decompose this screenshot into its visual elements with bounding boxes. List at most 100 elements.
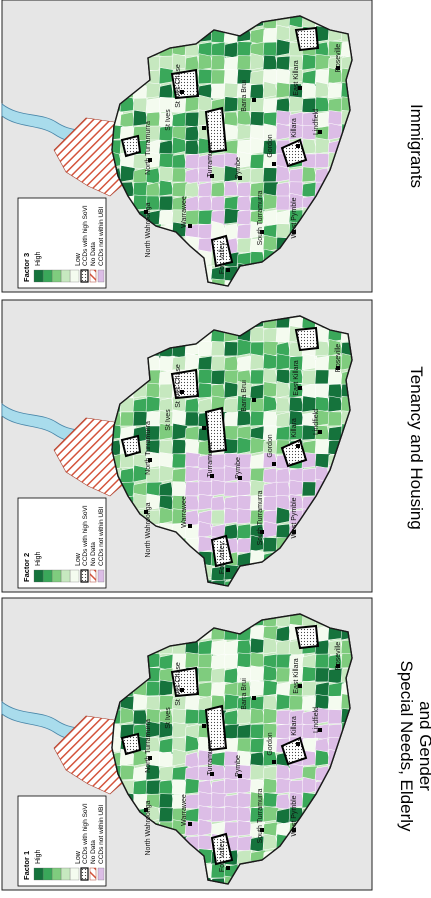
- place-label: East Killara: [293, 360, 300, 396]
- ccd-polygon: [301, 680, 318, 697]
- place-label: St Ives Chase: [175, 662, 182, 706]
- legend: Factor 2 Low High CCDs with high SoVI No Dat…: [17, 497, 107, 589]
- ccd-polygon: [210, 278, 227, 286]
- legend-low-label: Low: [75, 252, 82, 266]
- ccd-polygon: [145, 425, 162, 441]
- legend-title: Factor 3: [22, 253, 31, 282]
- place-label: West Pymble: [291, 497, 298, 538]
- legend-swatch: [42, 569, 53, 583]
- place-marker-icon: [238, 176, 242, 180]
- legend-high-label: High: [35, 849, 42, 864]
- legend-high-label: High: [35, 551, 42, 566]
- ccd-polygon: [314, 438, 331, 455]
- place-marker-icon: [292, 230, 296, 234]
- panel-title-tenancy-and-housing: Tenancy and Housing: [407, 366, 426, 530]
- ccd-polygon: [223, 180, 240, 197]
- ccd-polygon: [197, 765, 214, 782]
- place-label: West Pymble: [291, 197, 298, 238]
- ccd-polygon: [236, 708, 253, 725]
- place-marker-icon: [252, 98, 256, 102]
- place-label: Turramurra: [207, 443, 214, 478]
- ccd-polygon: [158, 779, 175, 796]
- place-label: South Turramurra: [257, 190, 264, 245]
- ccd-polygon: [249, 111, 266, 127]
- ccd-polygon: [158, 793, 175, 809]
- ccd-polygon: [301, 111, 318, 128]
- panel-title-immigrants: Immigrants: [407, 104, 426, 188]
- ccd-polygon: [223, 667, 240, 685]
- ccd-polygon: [236, 777, 253, 795]
- ccd-polygon: [262, 679, 279, 697]
- ccd-polygon: [236, 523, 253, 540]
- ccd-polygon: [275, 353, 292, 371]
- ccd-polygon: [314, 653, 331, 669]
- ccd-polygon: [119, 707, 136, 725]
- ccd-polygon: [262, 707, 279, 725]
- ccd-polygon: [184, 778, 201, 795]
- place-marker-icon: [298, 386, 302, 390]
- place-label: West Pymble: [291, 795, 298, 836]
- place-label: Roseville: [335, 642, 342, 671]
- place-marker-icon: [252, 398, 256, 402]
- place-label: Roseville: [335, 44, 342, 73]
- high-sovi-ccd: [210, 234, 234, 268]
- place-label: East Killara: [293, 60, 300, 96]
- ccd-polygon: [275, 68, 292, 85]
- ccd-polygon: [223, 68, 240, 85]
- place-marker-icon: [188, 524, 192, 528]
- place-label: Gordon: [267, 134, 274, 157]
- place-label: Roseville: [335, 344, 342, 373]
- place-label: St Ives Chase: [175, 64, 182, 108]
- ccd-polygon: [275, 97, 292, 114]
- legend-outside-ubi-label: CCDs not within UBI: [98, 507, 105, 566]
- ccd-polygon: [249, 195, 266, 212]
- ccd-polygon: [197, 53, 214, 71]
- ccd-polygon: [145, 779, 162, 795]
- ccd-polygon: [223, 411, 240, 428]
- place-label: East Killara: [293, 658, 300, 694]
- ccd-polygon: [197, 834, 214, 851]
- ccd-polygon: [236, 480, 253, 497]
- legend-swatch: [42, 867, 53, 881]
- ccd-polygon: [171, 439, 188, 455]
- place-label: Fox Valley: [219, 241, 226, 274]
- ccd-polygon: [249, 83, 266, 100]
- ccd-polygon: [249, 723, 266, 739]
- legend-outside-ubi-label: CCDs not within UBI: [98, 805, 105, 864]
- ccd-polygon: [184, 652, 201, 669]
- ccd-polygon: [314, 137, 331, 155]
- ccd-polygon: [262, 665, 279, 683]
- place-marker-icon: [148, 458, 152, 462]
- place-label: South Turramurra: [257, 788, 264, 843]
- ccd-polygon: [132, 181, 149, 197]
- ccd-polygon: [210, 54, 227, 71]
- hatch-pattern-icon: [89, 867, 97, 881]
- place-marker-icon: [336, 366, 340, 370]
- ccd-polygon: [275, 793, 292, 810]
- place-marker-icon: [202, 126, 206, 130]
- place-marker-icon: [260, 828, 264, 832]
- place-marker-icon: [180, 688, 184, 692]
- ccd-polygon: [184, 708, 201, 725]
- ccd-polygon: [158, 166, 175, 183]
- legend-swatch: [33, 569, 44, 583]
- place-marker-icon: [318, 130, 322, 134]
- ccd-polygon: [275, 467, 292, 485]
- place-label: Warrawee: [181, 496, 188, 528]
- high-sovi-ccd: [120, 434, 142, 458]
- ccd-polygon: [171, 722, 188, 739]
- ccd-polygon: [223, 381, 240, 399]
- ccd-polygon: [171, 748, 188, 767]
- ccd-polygon: [210, 509, 227, 525]
- ccd-polygon: [249, 679, 266, 697]
- high-sovi-ccd: [204, 704, 228, 752]
- ccd-polygon: [301, 481, 318, 497]
- place-marker-icon: [336, 66, 340, 70]
- legend-outside-ubi-swatch: [97, 269, 105, 283]
- ccd-polygon: [262, 520, 279, 539]
- ccd-polygon: [327, 395, 344, 413]
- ccd-polygon: [184, 153, 201, 170]
- ccd-polygon: [184, 411, 201, 427]
- place-marker-icon: [318, 728, 322, 732]
